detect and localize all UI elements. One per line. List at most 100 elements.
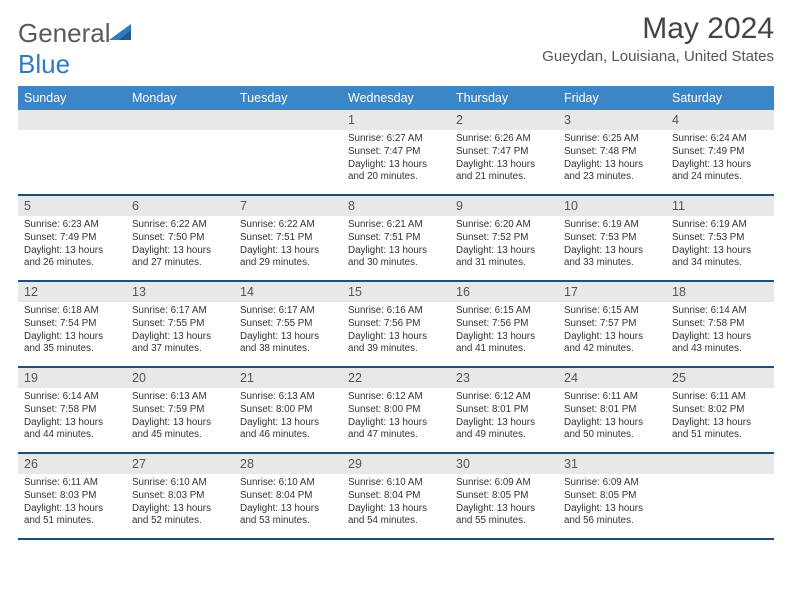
daylight: Daylight: 13 hours and 52 minutes.: [132, 503, 228, 528]
calendar-week: 12Sunrise: 6:18 AMSunset: 7:54 PMDayligh…: [18, 282, 774, 368]
daylight: Daylight: 13 hours and 46 minutes.: [240, 417, 336, 442]
sunrise: Sunrise: 6:15 AM: [456, 305, 552, 318]
daylight-label: Daylight:: [672, 331, 713, 342]
sunset: Sunset: 7:59 PM: [132, 404, 228, 417]
sunrise-label: Sunrise:: [24, 477, 63, 488]
sunset: Sunset: 7:55 PM: [240, 318, 336, 331]
daylight: Daylight: 13 hours and 41 minutes.: [456, 331, 552, 356]
daylight-label: Daylight:: [132, 417, 173, 428]
sunset-value: 7:57 PM: [600, 318, 637, 329]
sunset-label: Sunset:: [456, 232, 492, 243]
daylight: Daylight: 13 hours and 44 minutes.: [24, 417, 120, 442]
sunrise: Sunrise: 6:16 AM: [348, 305, 444, 318]
daylight: Daylight: 13 hours and 27 minutes.: [132, 245, 228, 270]
day-details: Sunrise: 6:12 AMSunset: 8:01 PMDaylight:…: [450, 388, 558, 446]
calendar-day: 30Sunrise: 6:09 AMSunset: 8:05 PMDayligh…: [450, 454, 558, 538]
day-number: 13: [126, 282, 234, 302]
sunset-label: Sunset:: [672, 232, 708, 243]
calendar-day: 10Sunrise: 6:19 AMSunset: 7:53 PMDayligh…: [558, 196, 666, 280]
sunrise-label: Sunrise:: [348, 305, 387, 316]
day-details: Sunrise: 6:17 AMSunset: 7:55 PMDaylight:…: [126, 302, 234, 360]
daylight: Daylight: 13 hours and 23 minutes.: [564, 159, 660, 184]
sunrise: Sunrise: 6:19 AM: [564, 219, 660, 232]
day-number: 5: [18, 196, 126, 216]
day-number: [666, 454, 774, 474]
day-number: 3: [558, 110, 666, 130]
sunrise: Sunrise: 6:11 AM: [564, 391, 660, 404]
sunrise: Sunrise: 6:22 AM: [132, 219, 228, 232]
day-number: 31: [558, 454, 666, 474]
sunrise-value: 6:19 AM: [603, 219, 639, 230]
sunrise-value: 6:23 AM: [63, 219, 99, 230]
sunset-value: 8:04 PM: [276, 490, 313, 501]
sunrise-value: 6:20 AM: [495, 219, 531, 230]
sunset-value: 8:00 PM: [384, 404, 421, 415]
sunset-label: Sunset:: [240, 318, 276, 329]
calendar-week: 5Sunrise: 6:23 AMSunset: 7:49 PMDaylight…: [18, 196, 774, 282]
sunset-label: Sunset:: [564, 318, 600, 329]
day-details: Sunrise: 6:22 AMSunset: 7:51 PMDaylight:…: [234, 216, 342, 274]
calendar-day: 22Sunrise: 6:12 AMSunset: 8:00 PMDayligh…: [342, 368, 450, 452]
sunset-value: 7:53 PM: [708, 232, 745, 243]
day-number: 1: [342, 110, 450, 130]
logo-triangle-icon: [111, 18, 135, 48]
weekday-label: Sunday: [18, 86, 126, 110]
day-details: Sunrise: 6:11 AMSunset: 8:01 PMDaylight:…: [558, 388, 666, 446]
sunrise-label: Sunrise:: [132, 305, 171, 316]
day-details: Sunrise: 6:16 AMSunset: 7:56 PMDaylight:…: [342, 302, 450, 360]
sunset-label: Sunset:: [564, 404, 600, 415]
day-details: Sunrise: 6:14 AMSunset: 7:58 PMDaylight:…: [18, 388, 126, 446]
sunset: Sunset: 7:57 PM: [564, 318, 660, 331]
sunset-value: 8:01 PM: [492, 404, 529, 415]
sunrise-label: Sunrise:: [240, 391, 279, 402]
calendar-day: 25Sunrise: 6:11 AMSunset: 8:02 PMDayligh…: [666, 368, 774, 452]
sunrise-label: Sunrise:: [564, 305, 603, 316]
day-number: 22: [342, 368, 450, 388]
daylight: Daylight: 13 hours and 47 minutes.: [348, 417, 444, 442]
sunset: Sunset: 7:49 PM: [672, 146, 768, 159]
sunrise-value: 6:13 AM: [171, 391, 207, 402]
daylight-label: Daylight:: [132, 245, 173, 256]
sunrise-label: Sunrise:: [456, 477, 495, 488]
sunrise: Sunrise: 6:13 AM: [240, 391, 336, 404]
sunrise: Sunrise: 6:09 AM: [564, 477, 660, 490]
daylight: Daylight: 13 hours and 37 minutes.: [132, 331, 228, 356]
calendar-week: 26Sunrise: 6:11 AMSunset: 8:03 PMDayligh…: [18, 454, 774, 540]
day-number: 26: [18, 454, 126, 474]
sunrise-label: Sunrise:: [132, 477, 171, 488]
sunrise-label: Sunrise:: [132, 391, 171, 402]
sunrise: Sunrise: 6:23 AM: [24, 219, 120, 232]
calendar-day: 27Sunrise: 6:10 AMSunset: 8:03 PMDayligh…: [126, 454, 234, 538]
sunset-value: 7:51 PM: [384, 232, 421, 243]
sunset-value: 7:55 PM: [276, 318, 313, 329]
day-number: [234, 110, 342, 130]
sunrise-label: Sunrise:: [672, 219, 711, 230]
sunset-label: Sunset:: [132, 318, 168, 329]
sunset: Sunset: 7:47 PM: [348, 146, 444, 159]
sunset: Sunset: 8:02 PM: [672, 404, 768, 417]
daylight: Daylight: 13 hours and 45 minutes.: [132, 417, 228, 442]
daylight-label: Daylight:: [672, 159, 713, 170]
calendar-day: 17Sunrise: 6:15 AMSunset: 7:57 PMDayligh…: [558, 282, 666, 366]
sunset-label: Sunset:: [240, 490, 276, 501]
daylight: Daylight: 13 hours and 34 minutes.: [672, 245, 768, 270]
daylight-label: Daylight:: [456, 245, 497, 256]
sunrise-value: 6:14 AM: [63, 391, 99, 402]
day-details: Sunrise: 6:10 AMSunset: 8:04 PMDaylight:…: [342, 474, 450, 532]
sunrise-label: Sunrise:: [564, 391, 603, 402]
day-details: Sunrise: 6:13 AM Sunset: 7:59 PMDaylight:…: [126, 388, 234, 446]
sunset: Sunset: 7:51 PM: [240, 232, 336, 245]
sunrise-label: Sunrise:: [24, 391, 63, 402]
daylight-label: Daylight:: [456, 331, 497, 342]
sunrise-label: Sunrise:: [564, 133, 603, 144]
day-number: 20: [126, 368, 234, 388]
sunrise-value: 6:22 AM: [279, 219, 315, 230]
day-number: 27: [126, 454, 234, 474]
day-details: Sunrise: 6:27 AMSunset: 7:47 PMDaylight:…: [342, 130, 450, 188]
calendar-day: 6Sunrise: 6:22 AMSunset: 7:50 PMDaylight…: [126, 196, 234, 280]
sunset-value: 7:59 PM: [168, 404, 205, 415]
day-number: 2: [450, 110, 558, 130]
daylight: Daylight: 13 hours and 24 minutes.: [672, 159, 768, 184]
day-details: Sunrise: 6:11 AMSunset: 8:03 PMDaylight:…: [18, 474, 126, 532]
sunset: Sunset: 8:03 PM: [132, 490, 228, 503]
